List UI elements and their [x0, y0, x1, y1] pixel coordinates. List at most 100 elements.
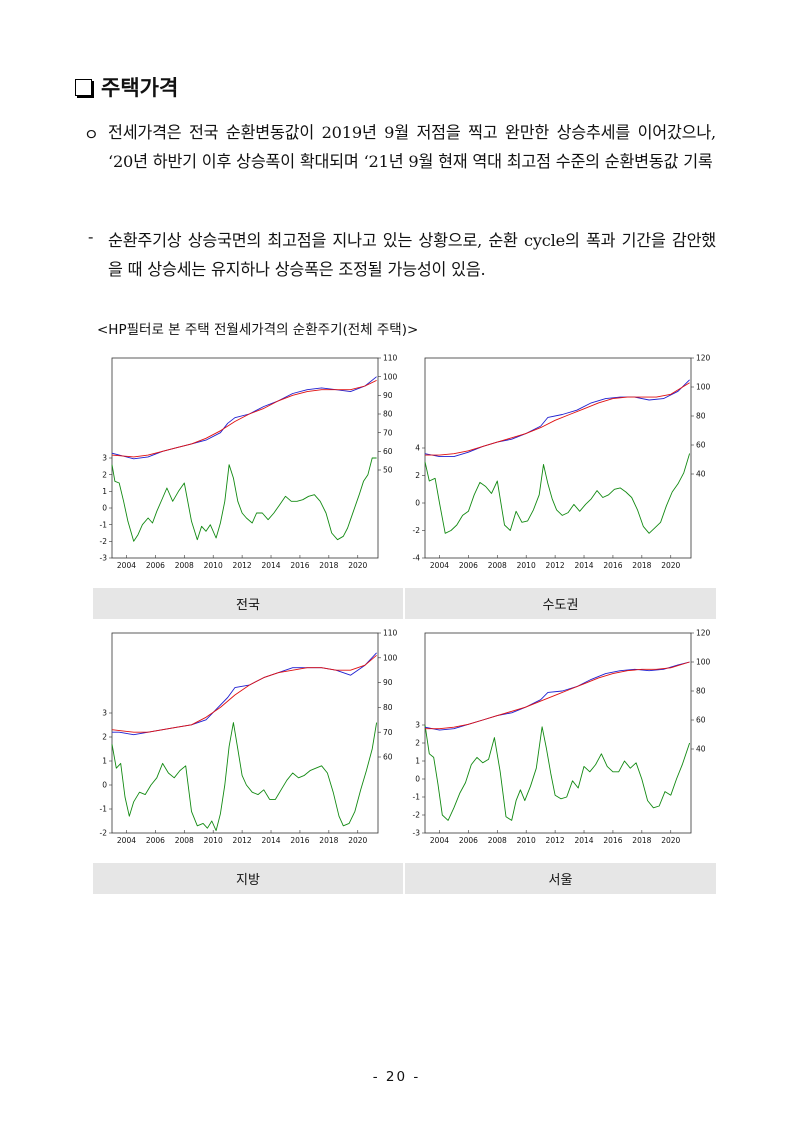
plot-frame: [424, 357, 692, 559]
left-tick-label: 0: [415, 775, 420, 784]
x-tick-label: 2004: [117, 836, 136, 845]
cyclical-component-line: [424, 724, 691, 821]
right-tick-label: 90: [383, 678, 393, 687]
x-tick-label: 2014: [261, 561, 280, 570]
hp-trend-line: [425, 661, 690, 730]
left-tick-label: 3: [102, 454, 107, 463]
chart-provinces-svg: 2004 2006 2008 2010 2012 2014 2016 2018 2020 -2 -1…: [100, 629, 398, 845]
paragraph-2: 순환주기상 상승국면의 최고점을 지나고 있는 상황으로, 순환 cycle의 …: [108, 231, 716, 279]
left-tick-label: 1: [102, 757, 107, 766]
cyclical-component-line: [111, 722, 378, 832]
x-tick-label: 2008: [488, 561, 507, 570]
left-tick-label: -2: [413, 526, 421, 535]
right-tick-label: 90: [383, 391, 393, 400]
left-tick-label: 2: [102, 733, 107, 742]
left-tick-label: 0: [102, 504, 107, 513]
left-tick-label: 3: [415, 721, 420, 730]
hp-trend-line: [111, 654, 377, 733]
x-tick-label: 2008: [175, 836, 194, 845]
x-tick-label: 2016: [290, 561, 309, 570]
right-tick-label: 60: [383, 447, 393, 456]
right-tick-label: 80: [696, 687, 706, 696]
right-tick-label: 40: [696, 470, 706, 479]
plot-frame: [111, 632, 379, 834]
checkbox-square-icon: [75, 78, 92, 96]
right-tick-label: 60: [696, 716, 706, 725]
left-tick-label: 1: [102, 487, 107, 496]
right-tick-label: 80: [383, 703, 393, 712]
section-heading: 주택가격: [75, 72, 178, 102]
left-tick-label: 4: [415, 444, 420, 453]
x-tick-label: 2012: [546, 561, 565, 570]
section-title: 주택가격: [101, 76, 179, 100]
x-tick-label: 2018: [319, 561, 338, 570]
x-tick-label: 2006: [459, 561, 478, 570]
caption-capital-region: 수도권: [405, 588, 716, 619]
x-tick-label: 2018: [319, 836, 338, 845]
left-tick-label: 1: [415, 757, 420, 766]
left-tick-label: 3: [102, 709, 107, 718]
x-tick-label: 2004: [430, 561, 449, 570]
left-tick-label: 2: [415, 471, 420, 480]
x-tick-label: 2006: [459, 836, 478, 845]
x-tick-label: 2016: [603, 561, 622, 570]
left-tick-label: -2: [100, 829, 108, 838]
left-tick-label: -3: [413, 829, 421, 838]
chart-seoul-svg: 2004 2006 2008 2010 2012 2014 2016 2018 2020 -3 -2…: [413, 629, 711, 845]
right-tick-label: 100: [383, 653, 398, 662]
left-tick-label: -2: [413, 811, 421, 820]
left-tick-label: -1: [100, 805, 108, 814]
left-tick-label: -4: [413, 554, 421, 563]
x-tick-label: 2004: [117, 561, 136, 570]
right-tick-label: 80: [383, 410, 393, 419]
actual-price-line: [424, 379, 690, 458]
x-tick-label: 2018: [632, 836, 651, 845]
cyclical-component-line: [424, 453, 691, 534]
caption-seoul: 서울: [405, 863, 716, 894]
x-tick-label: 2020: [348, 836, 367, 845]
left-tick-label: 0: [102, 781, 107, 790]
caption-nationwide: 전국: [93, 588, 403, 619]
dash-bullet: -: [88, 227, 94, 246]
right-tick-label: 120: [696, 354, 711, 363]
left-tick-label: -1: [413, 793, 421, 802]
left-tick-label: -3: [100, 554, 108, 563]
right-tick-label: 70: [383, 728, 393, 737]
left-tick-label: 2: [415, 739, 420, 748]
right-tick-label: 100: [696, 658, 711, 667]
plot-frame: [111, 357, 379, 559]
chart-capital-region-svg: 2004 2006 2008 2010 2012 2014 2016 2018 2020 -4 -2…: [413, 354, 711, 570]
left-tick-label: -2: [100, 537, 108, 546]
x-tick-label: 2004: [430, 836, 449, 845]
x-tick-label: 2020: [661, 561, 680, 570]
x-tick-label: 2020: [348, 561, 367, 570]
chart-nationwide: 2004 2006 2008 2010 2012 2014 2016 2018 2020 -3 -2…: [92, 350, 402, 580]
x-tick-label: 2006: [146, 836, 165, 845]
right-tick-label: 110: [383, 629, 398, 638]
chart-nationwide-svg: 2004 2006 2008 2010 2012 2014 2016 2018 2020 -3 -2…: [100, 354, 398, 570]
circle-bullet: ㅇ: [84, 125, 99, 144]
cyclical-component-line: [111, 457, 377, 542]
x-tick-label: 2020: [661, 836, 680, 845]
plot-frame: [424, 632, 692, 834]
x-tick-label: 2012: [233, 561, 252, 570]
right-tick-label: 60: [696, 441, 706, 450]
x-tick-label: 2014: [574, 561, 593, 570]
x-tick-label: 2010: [517, 561, 536, 570]
left-tick-label: 2: [102, 470, 107, 479]
x-tick-label: 2016: [603, 836, 622, 845]
x-tick-label: 2016: [290, 836, 309, 845]
right-tick-label: 100: [696, 383, 711, 392]
left-tick-label: 0: [415, 499, 420, 508]
x-tick-label: 2012: [546, 836, 565, 845]
right-tick-label: 120: [696, 629, 711, 638]
left-tick-label: -1: [100, 520, 108, 529]
hp-trend-line: [111, 379, 377, 458]
x-tick-label: 2014: [574, 836, 593, 845]
right-tick-label: 80: [696, 412, 706, 421]
x-tick-label: 2018: [632, 561, 651, 570]
page-number: - 20 -: [372, 1069, 421, 1085]
hp-trend-line: [425, 382, 690, 456]
x-tick-label: 2010: [204, 836, 223, 845]
caption-provinces: 지방: [93, 863, 403, 894]
